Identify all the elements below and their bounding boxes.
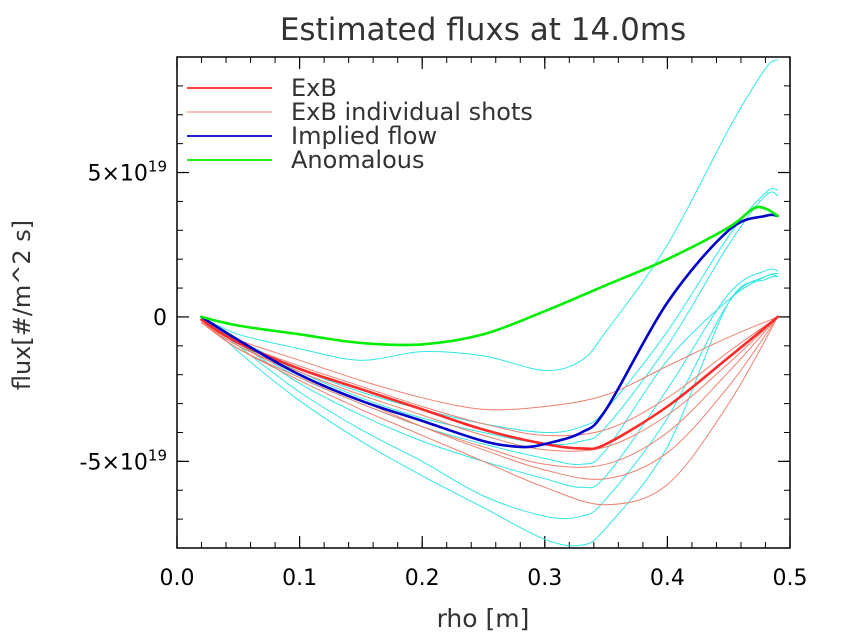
plot-frame — [176, 56, 791, 549]
y-tick-label: 0 — [153, 306, 167, 331]
legend-label: ExB individual shots — [291, 98, 533, 126]
x-tick-label: 0.2 — [405, 566, 440, 591]
series-line-2 — [201, 191, 779, 446]
y-tick-exponent: 19 — [148, 446, 167, 464]
x-tick-label: 0.1 — [282, 566, 317, 591]
y-tick-base: 0 — [153, 306, 167, 331]
legend-label: ExB — [291, 74, 337, 102]
chart-title: Estimated fluxs at 14.0ms — [280, 12, 686, 48]
y-tick-label: 5×1019 — [87, 158, 167, 187]
series-line-12 — [201, 316, 779, 506]
y-axis-label: flux[#/m^2 s] — [8, 220, 36, 390]
x-axis-label: rho [m] — [437, 604, 530, 633]
series-line-5 — [201, 274, 779, 520]
y-tick-exponent: 19 — [148, 158, 167, 176]
y-tick-base: 5×10 — [87, 162, 147, 187]
series-line-6 — [201, 276, 779, 547]
series-implied-flow — [200, 213, 779, 449]
series-line-8 — [201, 316, 779, 437]
x-tick-label: 0.0 — [160, 566, 195, 591]
x-tick-label: 0.3 — [527, 566, 562, 591]
y-tick-label: -5×1019 — [80, 446, 167, 475]
series-layer — [200, 59, 779, 547]
series-exb — [200, 315, 779, 451]
y-tick-base: -5×10 — [80, 450, 148, 475]
x-tick-label: 0.4 — [650, 566, 685, 591]
series-line-10 — [201, 316, 779, 468]
series-anomalous — [200, 205, 779, 347]
series-line-11 — [201, 316, 779, 480]
series-line-0 — [201, 59, 779, 371]
x-tick-label: 0.5 — [773, 566, 808, 591]
legend-label: Anomalous — [291, 146, 424, 174]
legend-label: Implied flow — [291, 122, 437, 150]
series-line-7 — [201, 316, 779, 411]
series-line-4 — [201, 268, 779, 489]
